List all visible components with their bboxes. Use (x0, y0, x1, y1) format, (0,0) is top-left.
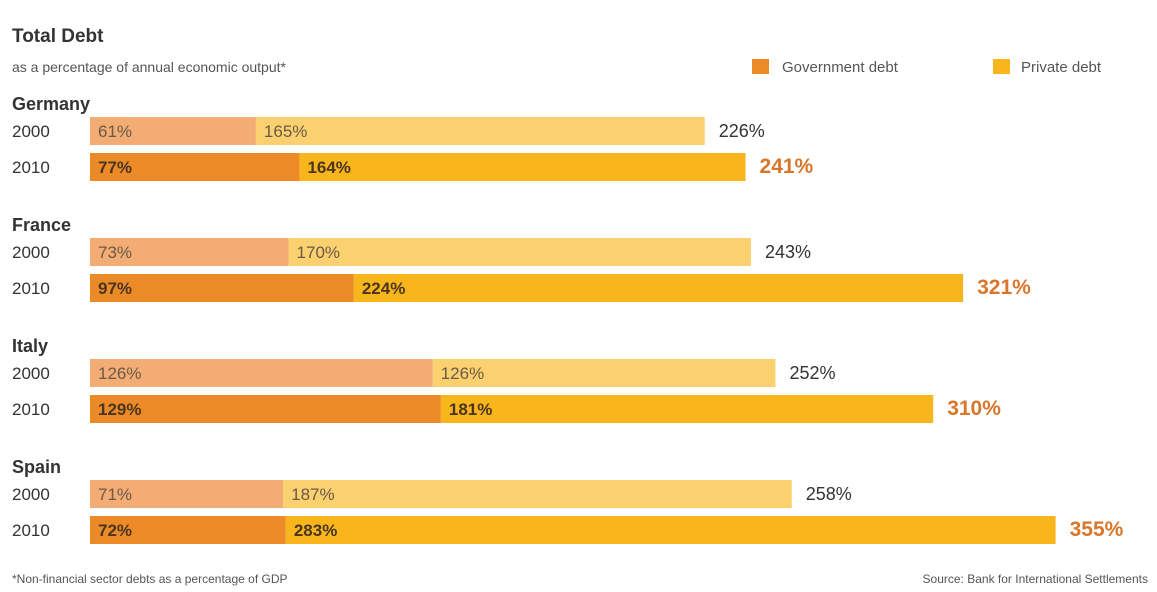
source: Source: Bank for International Settlemen… (923, 572, 1148, 586)
legend-swatch-private (993, 59, 1010, 74)
label-total: 310% (947, 397, 1001, 420)
bar-private-germany-2010 (299, 153, 746, 181)
label-total: 355% (1070, 518, 1124, 541)
bar-private-germany-2000 (255, 117, 705, 145)
label-private: 164% (307, 158, 350, 177)
label-private: 224% (362, 279, 405, 298)
label-total: 258% (806, 484, 852, 504)
bar-private-spain-2010 (285, 516, 1056, 544)
bar-government-germany-2010 (90, 153, 300, 181)
bar-private-spain-2000 (283, 480, 792, 508)
year-label: 2010 (12, 279, 50, 298)
label-government: 71% (98, 485, 132, 504)
label-private: 187% (291, 485, 334, 504)
label-government: 72% (98, 521, 132, 540)
bar-government-spain-2000 (90, 480, 284, 508)
label-total: 226% (719, 121, 765, 141)
country-label-france: France (12, 215, 71, 235)
label-private: 170% (297, 243, 340, 262)
bar-government-france-2000 (90, 238, 289, 266)
bar-government-france-2010 (90, 274, 354, 302)
label-government: 97% (98, 279, 132, 298)
label-government: 126% (98, 364, 141, 383)
label-total: 321% (977, 276, 1031, 299)
bar-private-italy-2010 (440, 395, 934, 423)
label-government: 77% (98, 158, 132, 177)
label-private: 181% (449, 400, 492, 419)
label-private: 165% (264, 122, 307, 141)
label-government: 73% (98, 243, 132, 262)
year-label: 2010 (12, 158, 50, 177)
label-private: 283% (294, 521, 337, 540)
chart-title: Total Debt (12, 26, 104, 47)
footnote: *Non-financial sector debts as a percent… (12, 572, 287, 586)
bar-government-italy-2000 (90, 359, 433, 387)
year-label: 2000 (12, 243, 50, 262)
year-label: 2010 (12, 521, 50, 540)
chart-subtitle: as a percentage of annual economic outpu… (12, 59, 287, 75)
bar-government-germany-2000 (90, 117, 256, 145)
year-label: 2000 (12, 122, 50, 141)
label-private: 126% (441, 364, 484, 383)
bar-private-italy-2000 (432, 359, 776, 387)
country-label-germany: Germany (12, 94, 90, 114)
legend-label-government: Government debt (782, 59, 899, 76)
year-label: 2000 (12, 485, 50, 504)
legend-swatch-government (752, 59, 769, 74)
label-government: 61% (98, 122, 132, 141)
legend-label-private: Private debt (1021, 59, 1102, 76)
label-total: 252% (789, 363, 835, 383)
bar-government-italy-2010 (90, 395, 441, 423)
country-label-spain: Spain (12, 457, 61, 477)
bar-private-france-2000 (288, 238, 751, 266)
year-label: 2000 (12, 364, 50, 383)
bar-government-spain-2010 (90, 516, 286, 544)
label-government: 129% (98, 400, 141, 419)
label-total: 243% (765, 242, 811, 262)
bars-layer: Germany 2000 61% 165% 226% 2010 77% 164% 241% Fra… (12, 94, 1124, 544)
country-label-italy: Italy (12, 336, 48, 356)
label-total: 241% (760, 155, 814, 178)
legend: Government debt Private debt (752, 59, 1102, 76)
bar-private-france-2010 (353, 274, 964, 302)
year-label: 2010 (12, 400, 50, 419)
